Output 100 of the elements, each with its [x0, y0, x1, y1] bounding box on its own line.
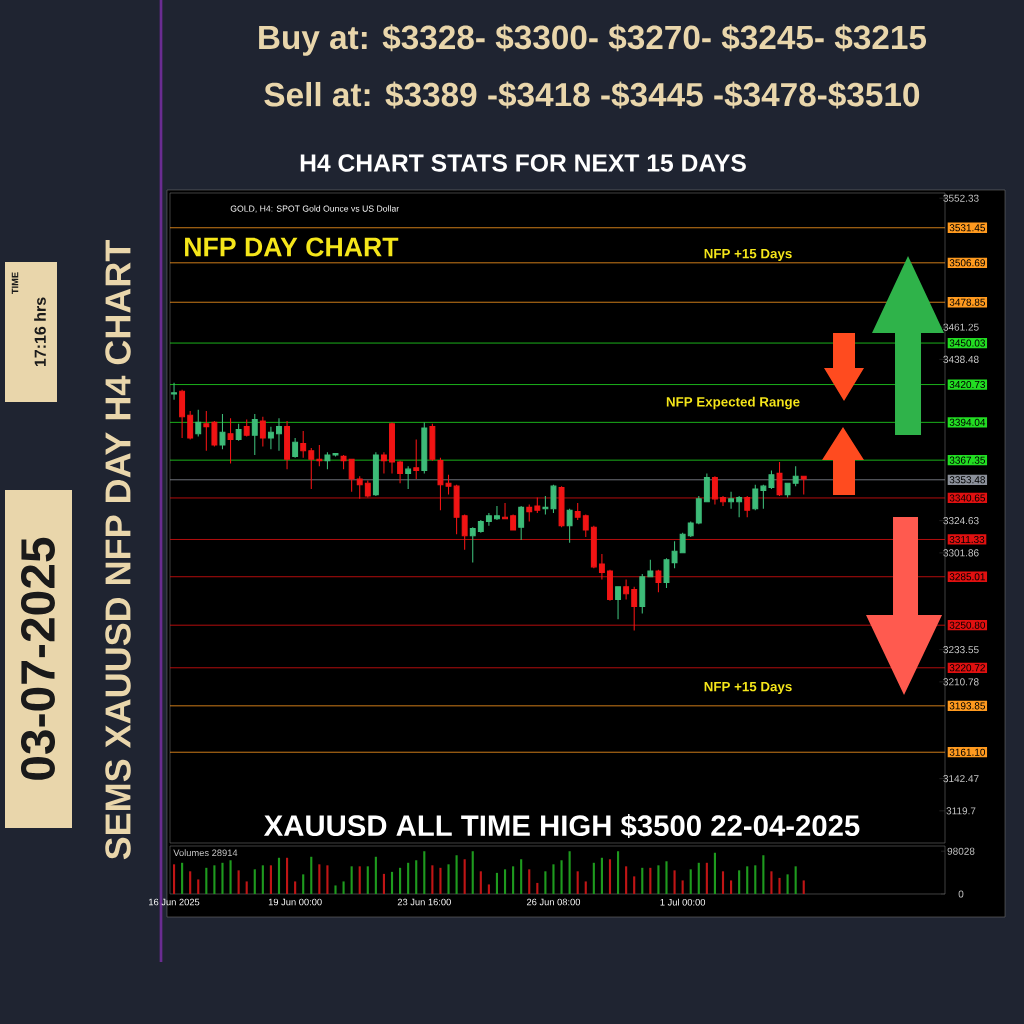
candlestick — [421, 421, 428, 474]
bar — [326, 865, 329, 894]
y-tick-label: 3233.55 — [943, 646, 979, 654]
candlestick — [590, 525, 597, 569]
text: Sell at: $3389 -$3418 -$3445 -$3478-$3510 — [264, 81, 920, 109]
candlestick — [800, 475, 807, 496]
candlestick — [752, 484, 759, 511]
candlestick — [623, 579, 630, 600]
candlestick — [760, 484, 767, 510]
candlestick — [526, 504, 533, 523]
bar — [528, 869, 531, 894]
candlestick — [284, 420, 291, 470]
candlestick — [477, 519, 484, 534]
bar — [221, 862, 224, 894]
bar — [358, 866, 361, 894]
candlestick — [300, 430, 307, 459]
candlestick — [251, 413, 258, 456]
bar — [536, 882, 539, 894]
bar — [399, 867, 402, 894]
candlestick — [405, 465, 412, 490]
ref-line-label: 3220.72 — [949, 664, 985, 672]
bar — [730, 880, 733, 894]
bar — [415, 860, 418, 894]
bar — [407, 862, 410, 894]
bar — [625, 866, 628, 894]
candlestick — [558, 485, 565, 528]
bar — [229, 860, 232, 894]
bar — [334, 885, 337, 894]
y-tick-label: 0 — [958, 890, 964, 898]
bar — [512, 866, 515, 894]
bar — [503, 869, 507, 894]
bar — [641, 867, 644, 894]
candlestick — [784, 482, 791, 498]
candlestick — [203, 410, 210, 452]
candlestick — [494, 505, 500, 521]
bar — [261, 865, 264, 894]
candlestick — [728, 491, 735, 510]
text: 17:16 hrs — [34, 297, 46, 367]
candlestick — [195, 409, 202, 438]
bar — [600, 857, 603, 894]
ref-line-label: 3506.69 — [949, 259, 985, 267]
bar — [447, 864, 450, 894]
ref-line-label: 3478.85 — [949, 298, 986, 306]
candlestick — [453, 484, 460, 535]
bar — [697, 862, 700, 894]
candlestick — [227, 417, 234, 465]
bar — [366, 866, 369, 894]
candlestick — [187, 410, 194, 440]
candlestick — [607, 569, 613, 602]
bar — [713, 852, 716, 894]
ref-line-label: 3193.85 — [949, 702, 986, 710]
bar — [770, 871, 773, 894]
candlestick — [413, 438, 420, 480]
bar — [213, 865, 216, 894]
x-tick-label: 26 Jun 08:00 — [526, 898, 581, 906]
bar — [665, 861, 668, 894]
bar — [576, 871, 579, 894]
bar — [463, 859, 466, 894]
candlestick — [397, 460, 404, 484]
candlestick — [340, 454, 347, 470]
candlestick — [179, 389, 186, 439]
candlestick — [324, 451, 331, 470]
bar — [431, 865, 434, 894]
bar — [237, 870, 240, 894]
x-tick-label: 1 Jul 00:00 — [660, 898, 706, 906]
y-tick-label: 3119.7 — [946, 807, 976, 815]
bar — [382, 873, 386, 894]
bar — [471, 851, 474, 894]
bar — [197, 879, 200, 894]
bar — [286, 857, 289, 894]
bar — [294, 881, 297, 894]
candlestick — [550, 484, 557, 514]
y-tick-label: 3324.63 — [943, 517, 979, 525]
y-tick-label: 3438.48 — [943, 355, 979, 363]
y-tick-label: 3461.25 — [943, 323, 979, 331]
candlestick — [211, 420, 218, 448]
candlestick — [510, 513, 517, 531]
y-tick-label: 98028 — [947, 847, 975, 855]
candlestick — [469, 526, 476, 564]
candlestick — [364, 479, 371, 498]
annotation: GOLD, H4: SPOT Gold Ounce vs US Dollar — [230, 205, 399, 213]
candlestick — [647, 559, 654, 578]
chart-title: Volumes 28914 — [173, 849, 238, 857]
candlestick — [615, 586, 622, 620]
candlestick — [259, 416, 266, 448]
bar — [342, 881, 345, 894]
bar — [172, 864, 176, 894]
bar — [633, 876, 636, 894]
ref-line-label: 3367.35 — [949, 456, 986, 464]
annotation: NFP Expected Range — [666, 396, 800, 410]
text: 03-07-2025 — [20, 537, 56, 780]
x-tick-label: 23 Jun 16:00 — [397, 898, 451, 906]
candlestick — [389, 421, 395, 474]
bar — [302, 874, 305, 894]
candlestick — [243, 419, 250, 438]
candlestick — [372, 451, 379, 497]
y-tick-label: 3301.86 — [943, 549, 979, 557]
bar — [794, 866, 797, 894]
candlestick — [235, 423, 242, 442]
bar — [205, 867, 208, 894]
